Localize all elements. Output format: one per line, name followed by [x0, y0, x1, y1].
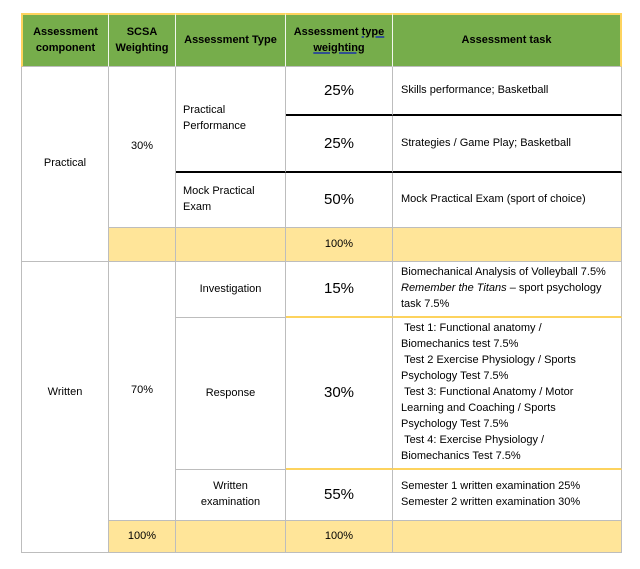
cell-weighting-strategies: 25% [286, 116, 393, 173]
cell-written-scsa-weighting: 70% [109, 262, 176, 521]
cell-task-written-examination: Semester 1 written examination 25% Semes… [393, 470, 622, 521]
cell-practical-subtotal-empty-type [176, 228, 286, 262]
cell-type-written-examination: Written examination [176, 470, 286, 521]
header-cell-assessment-type: Assessment Type [176, 13, 286, 67]
investigation-task-italic-title: Remember the Titans [401, 282, 507, 295]
header-cell-assessment-type-weighting: Assessment type weighting [286, 13, 393, 67]
cell-task-response: Test 1: Functional anatomy / Biomechanic… [393, 318, 622, 470]
cell-total-empty-task [393, 521, 622, 553]
cell-weighting-investigation: 15% [286, 262, 393, 318]
cell-practical-scsa-weighting: 30% [109, 67, 176, 228]
cell-type-response: Response [176, 318, 286, 470]
cell-weighting-mock-practical-exam: 50% [286, 173, 393, 228]
cell-task-mock-practical-exam: Mock Practical Exam (sport of choice) [393, 173, 622, 228]
cell-weighting-response: 30% [286, 318, 393, 470]
investigation-task-text: Biomechanical Analysis of Volleyball 7.5… [401, 266, 606, 310]
cell-task-investigation: Biomechanical Analysis of Volleyball 7.5… [393, 262, 622, 318]
header-cell-scsa-weighting: SCSA Weighting [109, 13, 176, 67]
header-cell-assessment-component: Assessment component [21, 13, 109, 67]
cell-total-type-weighting: 100% [286, 521, 393, 553]
assessment-table: Assessment component SCSA Weighting Asse… [21, 13, 622, 553]
cell-practical-subtotal-empty-scsa [109, 228, 176, 262]
cell-type-practical-performance: Practical Performance [176, 67, 286, 173]
cell-task-skills-performance: Skills performance; Basketball [393, 67, 622, 116]
cell-weighting-written-examination: 55% [286, 470, 393, 521]
cell-total-empty-type [176, 521, 286, 553]
cell-practical-subtotal-empty-task [393, 228, 622, 262]
header-cell-assessment-task: Assessment task [393, 13, 622, 67]
cell-practical-subtotal-type-weighting: 100% [286, 228, 393, 262]
cell-type-mock-practical-exam: Mock Practical Exam [176, 173, 286, 228]
type-weighting-underlined-text: type weighting [313, 25, 385, 54]
cell-component-written: Written [21, 262, 109, 553]
cell-weighting-skills-performance: 25% [286, 67, 393, 116]
cell-type-investigation: Investigation [176, 262, 286, 318]
cell-total-scsa-weighting: 100% [109, 521, 176, 553]
cell-task-strategies: Strategies / Game Play; Basketball [393, 116, 622, 173]
type-weighting-label: Assessment type weighting [293, 25, 385, 54]
cell-component-practical: Practical [21, 67, 109, 262]
